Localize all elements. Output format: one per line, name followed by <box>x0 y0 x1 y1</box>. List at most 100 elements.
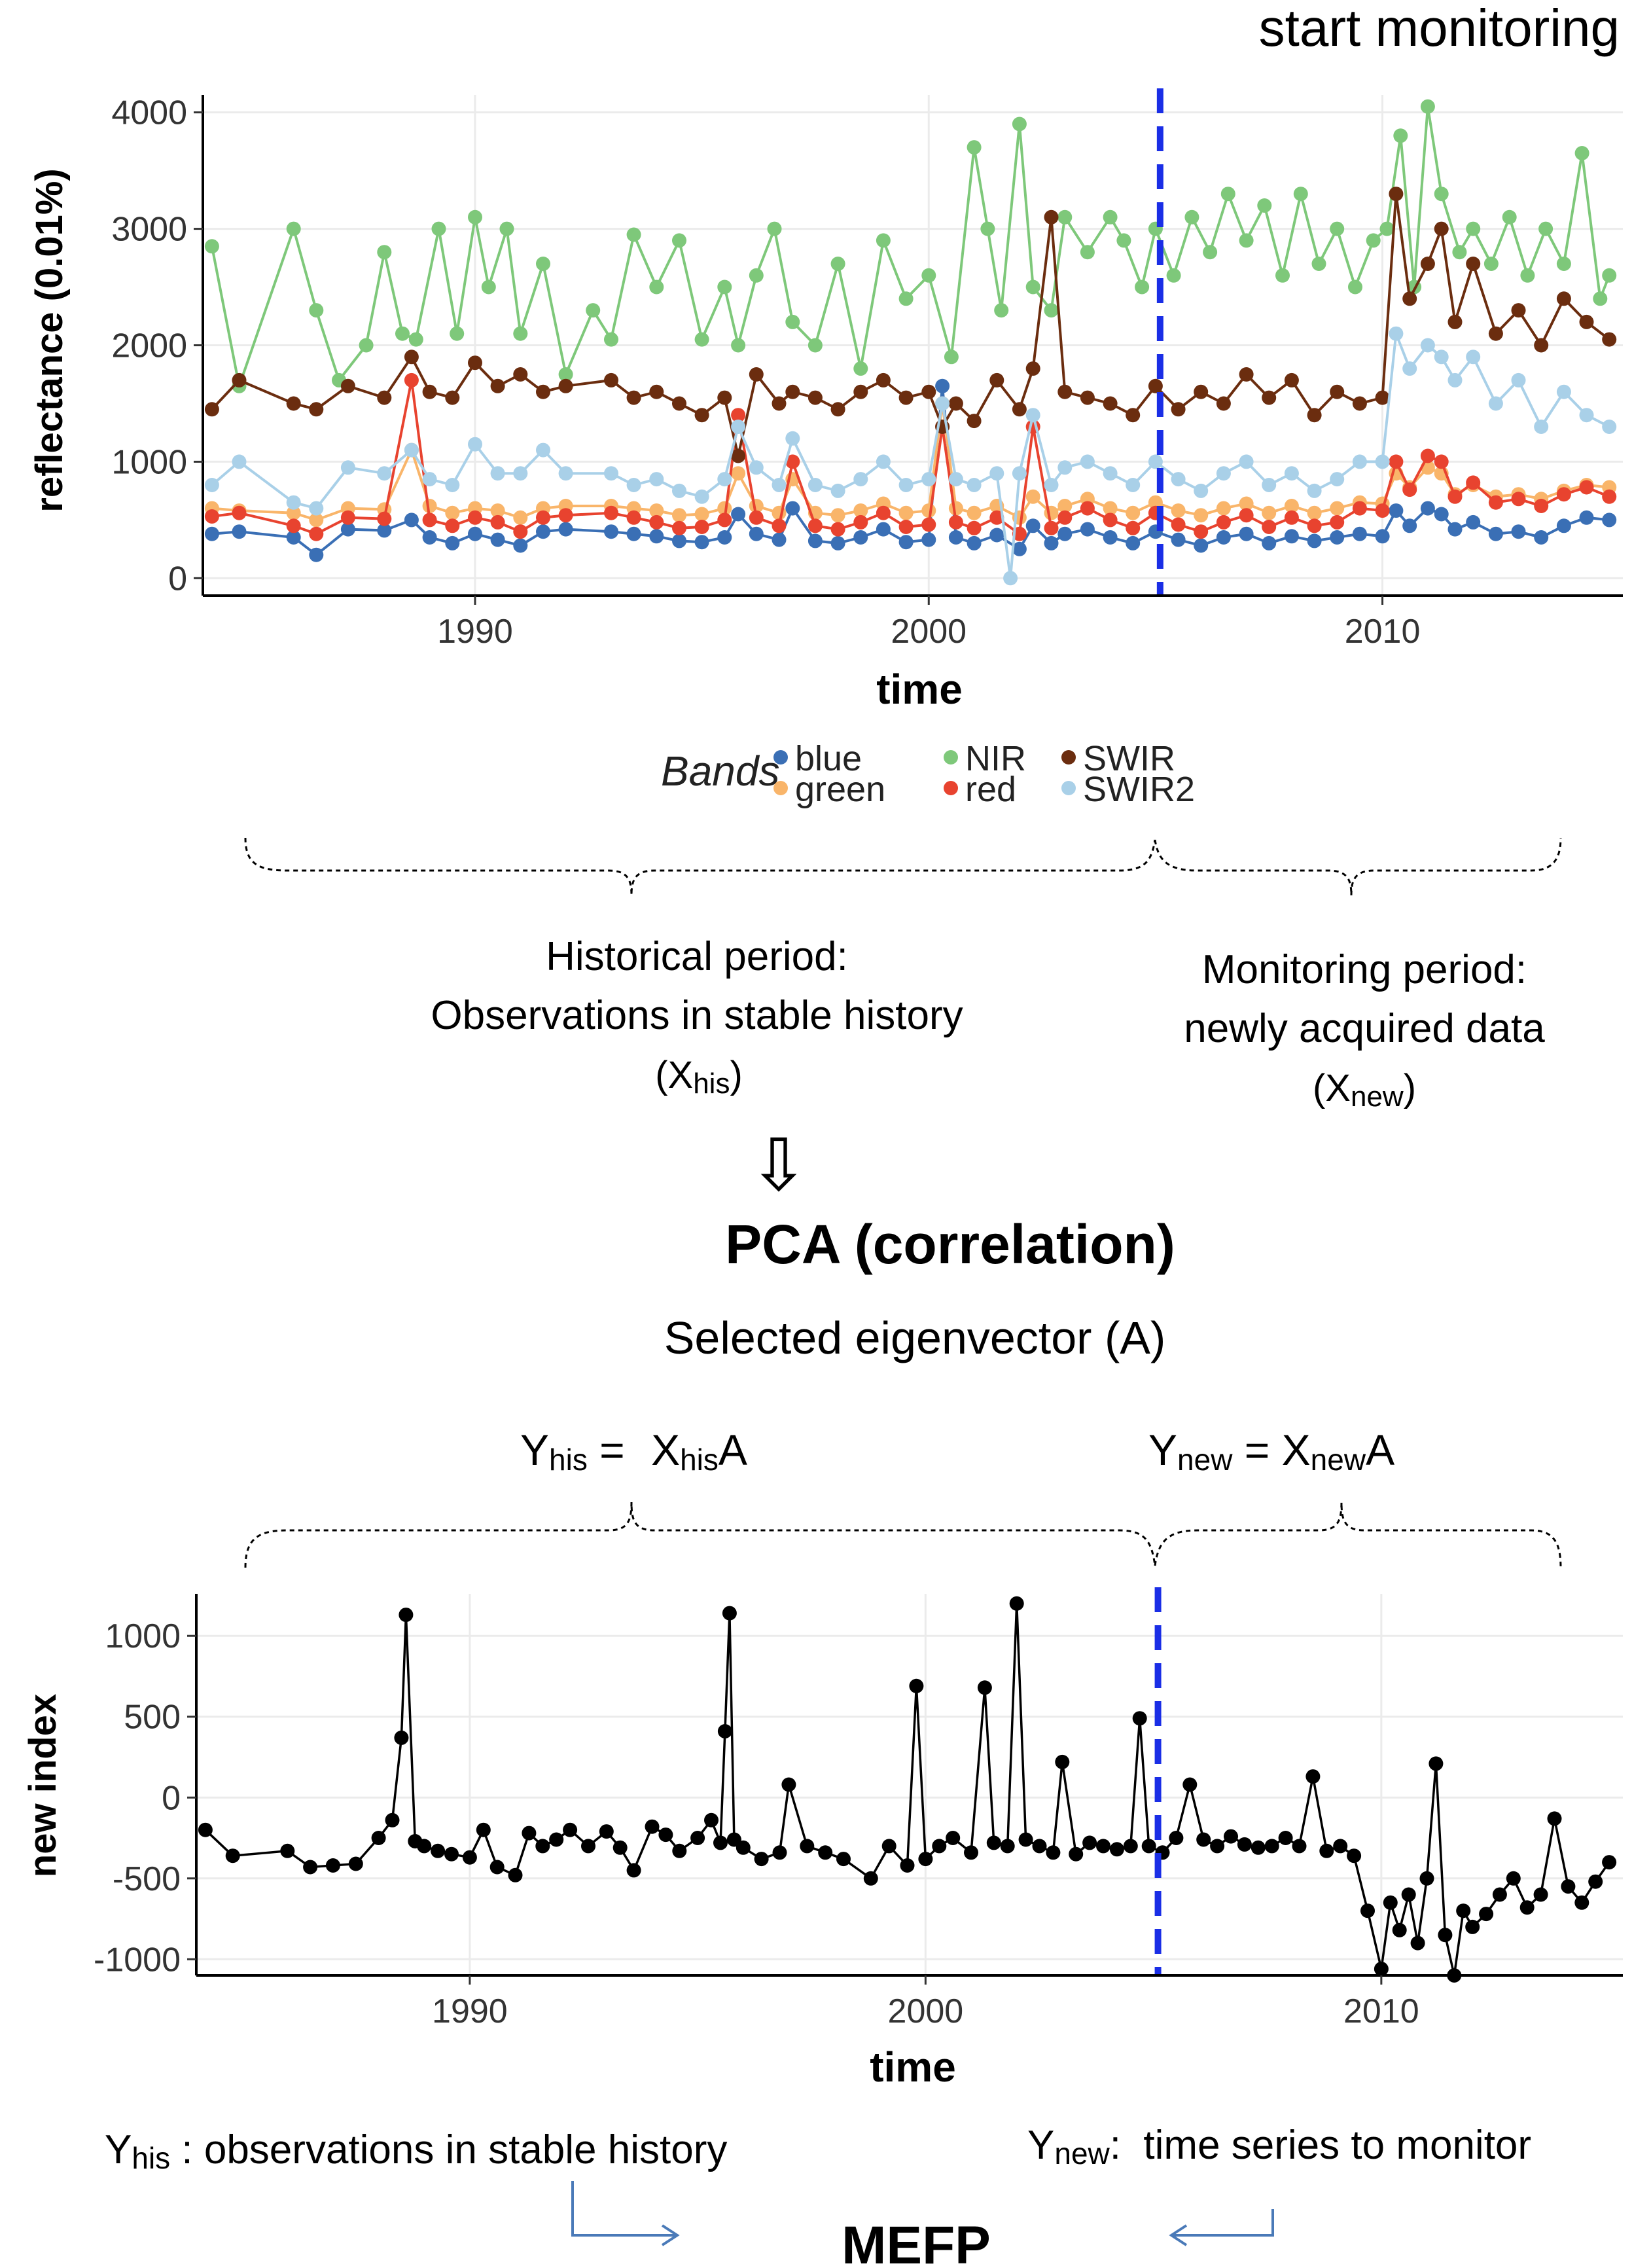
data-point-green <box>1057 499 1073 513</box>
data-point-nir <box>1556 257 1571 271</box>
data-point-blue <box>1126 535 1141 550</box>
data-point-nir <box>1420 99 1435 114</box>
data-point-new-index <box>1292 1839 1307 1854</box>
data-point-blue <box>1044 535 1059 550</box>
data-point-red <box>749 510 764 525</box>
data-point-swir2 <box>1194 483 1209 498</box>
data-point-red <box>1534 499 1549 513</box>
reflectance-chart: 1990 2000 2010 0 1000 2000 3000 4000 time refle… <box>28 88 1623 713</box>
data-point-red <box>1375 503 1390 518</box>
data-point-blue <box>989 528 1004 543</box>
data-point-blue <box>1402 518 1417 533</box>
data-point-swir <box>1044 209 1059 225</box>
data-point-new-index <box>704 1812 719 1827</box>
data-point-new-index <box>1429 1756 1444 1771</box>
data-point-swir2 <box>749 460 764 475</box>
data-point-new-index <box>1305 1769 1321 1784</box>
data-point-nir <box>1593 291 1608 306</box>
data-point-new-index <box>736 1840 751 1855</box>
data-point-nir <box>749 268 764 283</box>
data-point-nir <box>309 303 324 318</box>
data-point-red <box>672 520 686 535</box>
data-point-new-index <box>1018 1832 1033 1847</box>
data-point-blue <box>1579 510 1594 525</box>
data-point-red <box>1402 482 1417 497</box>
data-point-new-index <box>549 1832 564 1847</box>
data-point-new-index <box>508 1867 523 1882</box>
data-point-nir <box>898 291 914 306</box>
data-point-swir <box>1126 408 1141 423</box>
data-point-red <box>898 520 914 534</box>
historical-period-title: Historical period: <box>546 934 848 979</box>
data-point-nir <box>1293 187 1308 202</box>
data-point-swir2 <box>1080 454 1095 469</box>
data-point-red <box>785 454 800 469</box>
data-point-swir <box>772 396 787 411</box>
start-monitoring-label: start monitoring <box>1259 0 1620 57</box>
data-point-blue <box>604 524 618 539</box>
data-point-new-index <box>932 1839 947 1854</box>
data-point-swir <box>967 414 982 429</box>
data-point-swir <box>604 372 618 387</box>
data-point-nir <box>1483 257 1499 271</box>
data-point-red <box>1171 517 1186 532</box>
data-point-swir2 <box>649 472 664 487</box>
data-point-red <box>1057 510 1073 525</box>
data-point-new-index <box>836 1852 851 1867</box>
data-point-swir2 <box>989 466 1004 481</box>
data-point-red <box>1511 492 1526 507</box>
data-point-blue <box>830 535 845 550</box>
data-point-nir <box>499 221 514 236</box>
data-point-blue <box>1420 501 1435 516</box>
data-point-swir2 <box>377 466 392 481</box>
data-point-red <box>731 408 746 423</box>
data-point-swir2 <box>1003 571 1018 586</box>
data-point-green <box>1025 489 1040 504</box>
data-point-new-index <box>690 1831 705 1845</box>
data-point-blue <box>422 530 437 545</box>
data-point-green <box>853 503 868 518</box>
data-point-blue <box>558 522 573 537</box>
x-tick-label: 2010 <box>1343 1992 1419 2030</box>
data-point-new-index <box>599 1824 614 1839</box>
data-point-nir <box>1502 209 1517 225</box>
data-point-blue <box>1511 524 1526 539</box>
data-point-swir2 <box>404 442 419 458</box>
historical-period-desc: Observations in stable history <box>431 993 963 1038</box>
data-point-swir <box>876 372 891 387</box>
x-tick-label: 2000 <box>891 613 967 651</box>
data-point-swir <box>1330 384 1345 399</box>
data-point-red <box>1488 495 1503 510</box>
data-point-blue <box>309 547 324 562</box>
data-point-red <box>876 505 891 520</box>
data-point-nir <box>1025 279 1040 295</box>
data-point-nir <box>1044 303 1059 318</box>
data-point-new-index <box>348 1856 363 1871</box>
data-point-new-index <box>1392 1922 1407 1937</box>
data-point-nir <box>694 332 709 347</box>
data-point-new-index <box>909 1678 924 1693</box>
data-point-swir <box>785 384 800 399</box>
mefp-label: MEFP <box>842 2216 991 2268</box>
data-point-red <box>404 372 419 387</box>
data-point-red <box>921 517 936 532</box>
data-point-swir2 <box>604 466 618 481</box>
data-point-blue <box>876 522 891 537</box>
data-point-new-index <box>918 1852 933 1867</box>
data-point-swir2 <box>1602 420 1617 434</box>
data-point-swir2 <box>1579 408 1594 423</box>
data-point-red <box>340 510 355 525</box>
data-point-red <box>490 514 505 530</box>
data-point-new-index <box>986 1835 1001 1850</box>
data-point-swir <box>558 378 573 393</box>
legend-label-swir2: SWIR2 <box>1083 770 1195 809</box>
data-point-swir2 <box>1375 454 1390 469</box>
data-point-new-index <box>417 1839 432 1854</box>
data-point-swir2 <box>1352 454 1367 469</box>
data-point-new-index <box>1519 1900 1535 1915</box>
data-point-swir2 <box>717 472 732 487</box>
data-point-nir <box>944 350 959 365</box>
data-point-swir <box>1216 396 1231 411</box>
data-point-swir <box>1602 332 1617 347</box>
data-point-swir <box>948 396 963 411</box>
